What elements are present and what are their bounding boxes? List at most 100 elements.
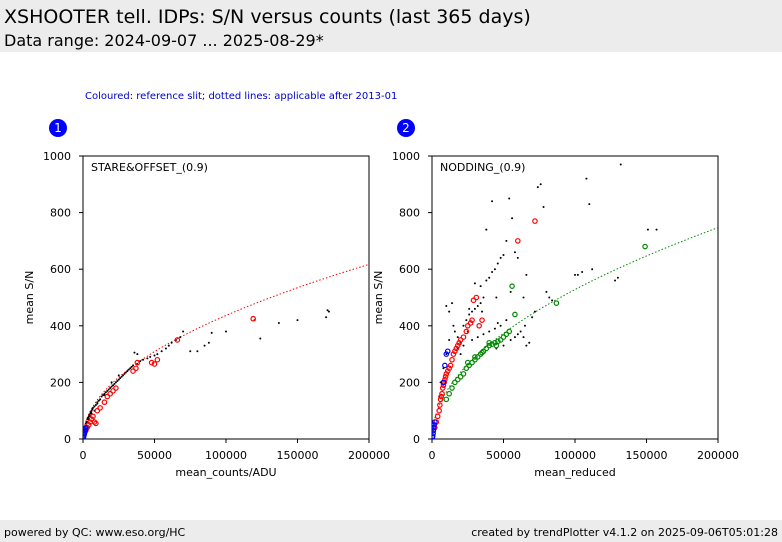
data-point-black	[110, 385, 113, 388]
data-point-red	[101, 399, 108, 406]
data-point-blue	[432, 419, 438, 425]
data-point-black	[122, 374, 125, 377]
data-point-black	[453, 330, 456, 333]
data-point-black	[124, 371, 127, 374]
data-point-black	[502, 344, 505, 347]
data-point-black	[513, 336, 516, 339]
data-point-black	[462, 344, 465, 347]
y-axis-label: mean S/N	[372, 271, 385, 325]
data-point-black	[97, 399, 100, 402]
data-point-red	[476, 322, 482, 329]
data-point-black	[591, 268, 594, 271]
data-point-red	[437, 402, 443, 408]
x-tick-label: 200000	[348, 449, 390, 462]
data-point-red	[454, 342, 461, 349]
data-point-red	[469, 317, 475, 323]
data-point-black	[325, 316, 328, 319]
data-point-black	[156, 353, 159, 356]
y-tick-label: 1000	[43, 150, 71, 163]
data-point-red	[467, 320, 474, 326]
data-point-black	[471, 338, 474, 341]
data-point-red	[250, 315, 256, 322]
data-point-black	[459, 353, 462, 356]
data-point-black	[133, 351, 136, 354]
chart-panel-2: 2 0 50000 100000 150000 200000 0 200 400 600 800 10…	[372, 119, 739, 479]
header-band	[0, 0, 782, 52]
x-tick-label: 50000	[137, 449, 172, 462]
data-point-green	[480, 348, 487, 355]
data-point-red	[456, 339, 462, 346]
data-point-black	[465, 319, 468, 322]
plot-frame	[82, 155, 370, 440]
data-point-black	[120, 375, 123, 378]
data-point-black	[509, 290, 512, 293]
y-tick-label: 0	[413, 433, 420, 446]
data-point-red	[88, 416, 95, 422]
data-point-green	[466, 362, 472, 369]
data-point-black	[207, 341, 210, 344]
data-point-black	[92, 406, 95, 409]
data-point-red	[436, 407, 442, 414]
data-point-black	[96, 402, 99, 405]
data-point-black	[479, 302, 482, 305]
mode-label: NODDING_(0.9)	[440, 161, 525, 174]
data-point-black	[451, 302, 454, 305]
data-range-subtitle: Data range: 2024-09-07 ... 2025-08-29*	[4, 31, 324, 50]
x-tick-label: 100000	[205, 449, 247, 462]
data-point-black	[525, 273, 528, 276]
data-point-green	[512, 311, 518, 318]
panel-number-badge	[397, 119, 415, 137]
data-point-red	[446, 365, 452, 372]
fit-curve	[432, 227, 718, 439]
data-point-red	[447, 362, 454, 369]
data-point-black	[170, 341, 173, 344]
data-point-blue	[432, 427, 437, 434]
y-tick-label: 200	[50, 376, 71, 389]
data-point-black	[508, 197, 511, 200]
data-point-black	[476, 304, 479, 307]
data-point-green	[642, 243, 648, 250]
data-point-black	[496, 262, 499, 265]
data-point-blue	[440, 379, 447, 386]
data-point-black	[104, 391, 107, 394]
data-point-black	[488, 276, 491, 279]
y-tick-label: 1000	[392, 150, 420, 163]
data-point-black	[94, 404, 97, 407]
data-point-black	[482, 296, 485, 299]
data-point-black	[110, 381, 113, 384]
y-tick-label: 0	[64, 433, 71, 446]
data-point-red	[154, 356, 161, 363]
y-tick-label: 600	[399, 263, 420, 276]
data-point-red	[444, 368, 451, 374]
data-point-black	[513, 251, 516, 254]
data-point-red	[90, 413, 96, 420]
data-point-black	[129, 367, 132, 370]
x-tick-label: 200000	[697, 449, 739, 462]
data-point-black	[574, 273, 576, 276]
y-tick-label: 400	[399, 320, 420, 333]
data-point-black	[476, 336, 479, 339]
data-point-green	[479, 349, 485, 356]
panel-number-label: 2	[402, 121, 410, 135]
data-point-green	[477, 351, 484, 357]
data-point-red	[437, 396, 444, 403]
data-point-black	[525, 344, 528, 347]
data-point-black	[531, 316, 534, 319]
data-point-black	[576, 273, 579, 276]
data-point-black	[539, 183, 542, 186]
data-point-black	[481, 310, 484, 313]
data-point-black	[485, 279, 488, 282]
data-point-black	[655, 228, 658, 231]
x-tick-label: 100000	[554, 449, 596, 462]
data-point-red	[104, 393, 111, 400]
data-point-red	[439, 385, 446, 391]
fit-curve	[83, 263, 369, 439]
data-point-black	[327, 310, 330, 313]
data-point-black	[203, 344, 206, 347]
data-point-black	[136, 353, 139, 356]
data-point-black	[182, 330, 185, 333]
data-point-black	[482, 333, 485, 336]
data-point-black	[456, 336, 459, 339]
panel-number-badge	[49, 119, 67, 137]
